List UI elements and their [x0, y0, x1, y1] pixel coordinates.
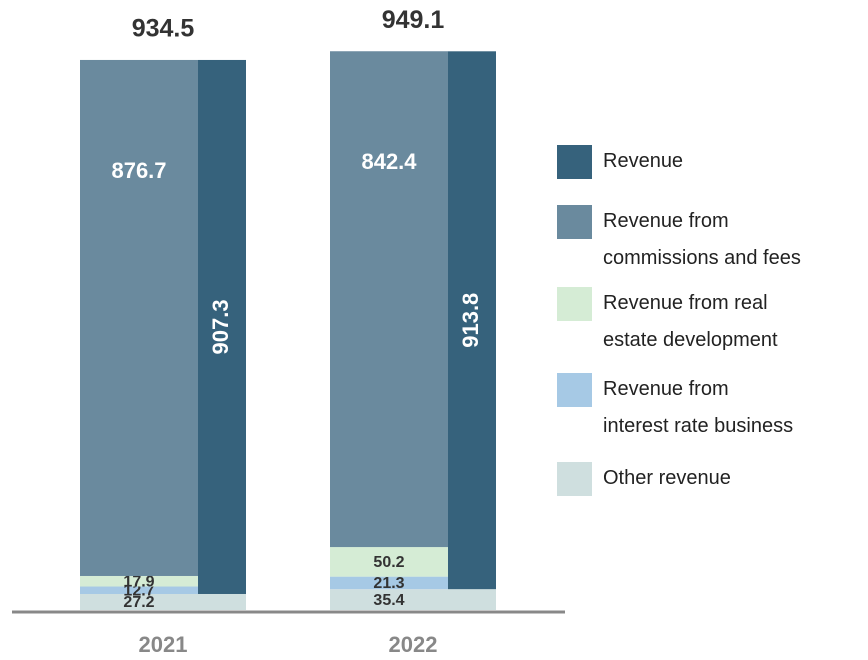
data-label: 876.7	[111, 158, 166, 183]
legend-swatch	[557, 373, 592, 407]
legend-swatch	[557, 145, 592, 179]
data-label: 842.4	[361, 149, 417, 174]
data-label: 913.8	[458, 293, 483, 348]
bar-segment	[330, 547, 448, 577]
data-label: 21.3	[373, 575, 404, 592]
legend-swatch	[557, 205, 592, 239]
total-label: 949.1	[382, 6, 445, 34]
legend-swatch	[557, 462, 592, 496]
bar-segment	[330, 589, 496, 610]
legend-label: Revenue from interest rate business	[603, 378, 794, 437]
total-label: 934.5	[132, 15, 195, 43]
bar-segment	[80, 575, 198, 587]
data-label: 27.2	[123, 594, 154, 611]
revenue-bar	[198, 59, 246, 594]
legend-label: Revenue from real estate development	[603, 292, 778, 351]
legend-item: Revenue from commissions and fees	[557, 205, 801, 277]
bar-segment	[80, 586, 198, 594]
data-label: 17.9	[123, 573, 154, 590]
legend-swatch	[557, 287, 592, 321]
data-label: 12.7	[123, 582, 154, 599]
legend-label: Revenue from commissions and fees	[603, 210, 801, 269]
legend-item: Revenue	[557, 145, 683, 180]
bar-segment	[330, 51, 448, 548]
data-label: 50.2	[373, 554, 404, 571]
legend-item: Revenue from real estate development	[557, 287, 778, 359]
revenue-bar	[448, 51, 496, 590]
x-tick-label: 2022	[389, 632, 438, 657]
bar-segment	[80, 593, 246, 610]
bar-segment	[80, 59, 198, 576]
x-tick-label: 2021	[139, 632, 188, 657]
data-label: 35.4	[373, 592, 404, 609]
legend-item: Other revenue	[557, 462, 731, 497]
legend-label: Revenue	[603, 150, 684, 172]
legend-item: Revenue from interest rate business	[557, 373, 793, 445]
legend-label: Other revenue	[603, 467, 731, 489]
data-label: 907.3	[208, 299, 233, 354]
bar-segment	[330, 576, 448, 590]
